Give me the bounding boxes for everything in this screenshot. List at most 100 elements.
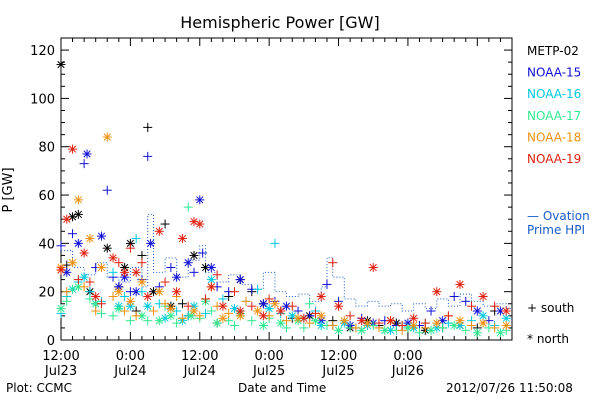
data-point [322, 279, 332, 289]
data-point [467, 321, 477, 331]
data-point [258, 321, 268, 331]
data-point [120, 292, 130, 302]
data-point [276, 306, 286, 316]
x-tick-label: 12:00 [320, 349, 357, 364]
data-point [131, 267, 141, 277]
data-point [409, 313, 419, 323]
data-point [177, 299, 187, 309]
data-point [85, 277, 95, 287]
data-point [166, 263, 176, 273]
x-tick-label: 0:00 [393, 349, 422, 364]
data-point [305, 318, 315, 328]
data-point [183, 301, 193, 311]
ovation-prime-hpi-line [61, 213, 512, 312]
x-tick-date-label: Jul24 [183, 364, 216, 379]
data-point [212, 270, 222, 280]
data-point [455, 316, 465, 326]
data-point [108, 267, 118, 277]
data-point [328, 321, 338, 331]
data-point [334, 325, 344, 335]
data-point [235, 275, 245, 285]
data-point [478, 292, 488, 302]
data-point [414, 328, 424, 338]
data-point [478, 311, 488, 321]
data-point [82, 149, 92, 159]
data-point [305, 299, 315, 309]
data-point [137, 287, 147, 297]
y-tick-label: 120 [30, 44, 55, 59]
data-point [102, 243, 112, 253]
data-point [68, 144, 78, 154]
x-tick-date-label: Jul25 [321, 364, 354, 379]
data-point [218, 313, 228, 323]
data-point [426, 325, 436, 335]
data-point [79, 248, 89, 258]
legend-item: NOAA-18 [527, 130, 581, 144]
data-point [102, 132, 112, 142]
data-point [495, 306, 505, 316]
data-point [449, 321, 459, 331]
data-point [183, 202, 193, 212]
legend-item: NOAA-19 [527, 152, 581, 166]
data-point [478, 318, 488, 328]
data-point [56, 265, 66, 275]
chart-title: Hemispheric Power [GW] [180, 13, 379, 32]
x-axis-label: Date and Time [238, 381, 327, 395]
data-point [120, 306, 130, 316]
data-point [189, 267, 199, 277]
data-point [386, 316, 396, 326]
x-tick-label: 12:00 [181, 349, 218, 364]
y-tick-label: 20 [38, 286, 55, 301]
data-point [229, 287, 239, 297]
x-tick-label: 12:00 [42, 349, 79, 364]
data-point [62, 214, 72, 224]
data-point [247, 316, 257, 326]
data-point [461, 325, 471, 335]
data-point [96, 308, 106, 318]
data-point [224, 308, 234, 318]
data-point [160, 299, 170, 309]
data-point [172, 272, 182, 282]
data-point [206, 282, 216, 292]
data-point [177, 313, 187, 323]
data-point [143, 292, 153, 302]
legend: METP-02 NOAA-15 NOAA-16 NOAA-17 NOAA-18 NOAA-… [527, 44, 590, 346]
x-tick-date-label: Jul23 [44, 364, 77, 379]
data-point [146, 238, 156, 248]
data-point [172, 318, 182, 328]
data-point [432, 287, 442, 297]
data-point [137, 258, 147, 268]
data-point [154, 226, 164, 236]
data-point [68, 258, 78, 268]
data-point [495, 328, 505, 338]
data-point [62, 296, 72, 306]
data-point [420, 318, 430, 328]
data-point [108, 292, 118, 302]
data-point [56, 60, 66, 70]
data-point [154, 287, 164, 297]
data-point [345, 311, 355, 321]
data-point [455, 279, 465, 289]
data-point [96, 231, 106, 241]
data-point [397, 321, 407, 331]
data-point [501, 306, 511, 316]
x-tick-label: 0:00 [255, 349, 284, 364]
data-point [143, 301, 153, 311]
data-point [472, 306, 482, 316]
legend-item: METP-02 [527, 44, 579, 58]
data-point [195, 311, 205, 321]
data-point [374, 318, 384, 328]
data-point [270, 238, 280, 248]
data-point [229, 321, 239, 331]
data-point [120, 267, 130, 277]
legend-item: NOAA-15 [527, 66, 581, 80]
data-point [316, 311, 326, 321]
data-point [166, 304, 176, 314]
data-point [85, 234, 95, 244]
y-tick-label: 40 [38, 237, 55, 252]
data-point [426, 306, 436, 316]
data-points [56, 60, 511, 338]
data-point [73, 275, 83, 285]
data-point [472, 328, 482, 338]
data-point [186, 311, 196, 321]
